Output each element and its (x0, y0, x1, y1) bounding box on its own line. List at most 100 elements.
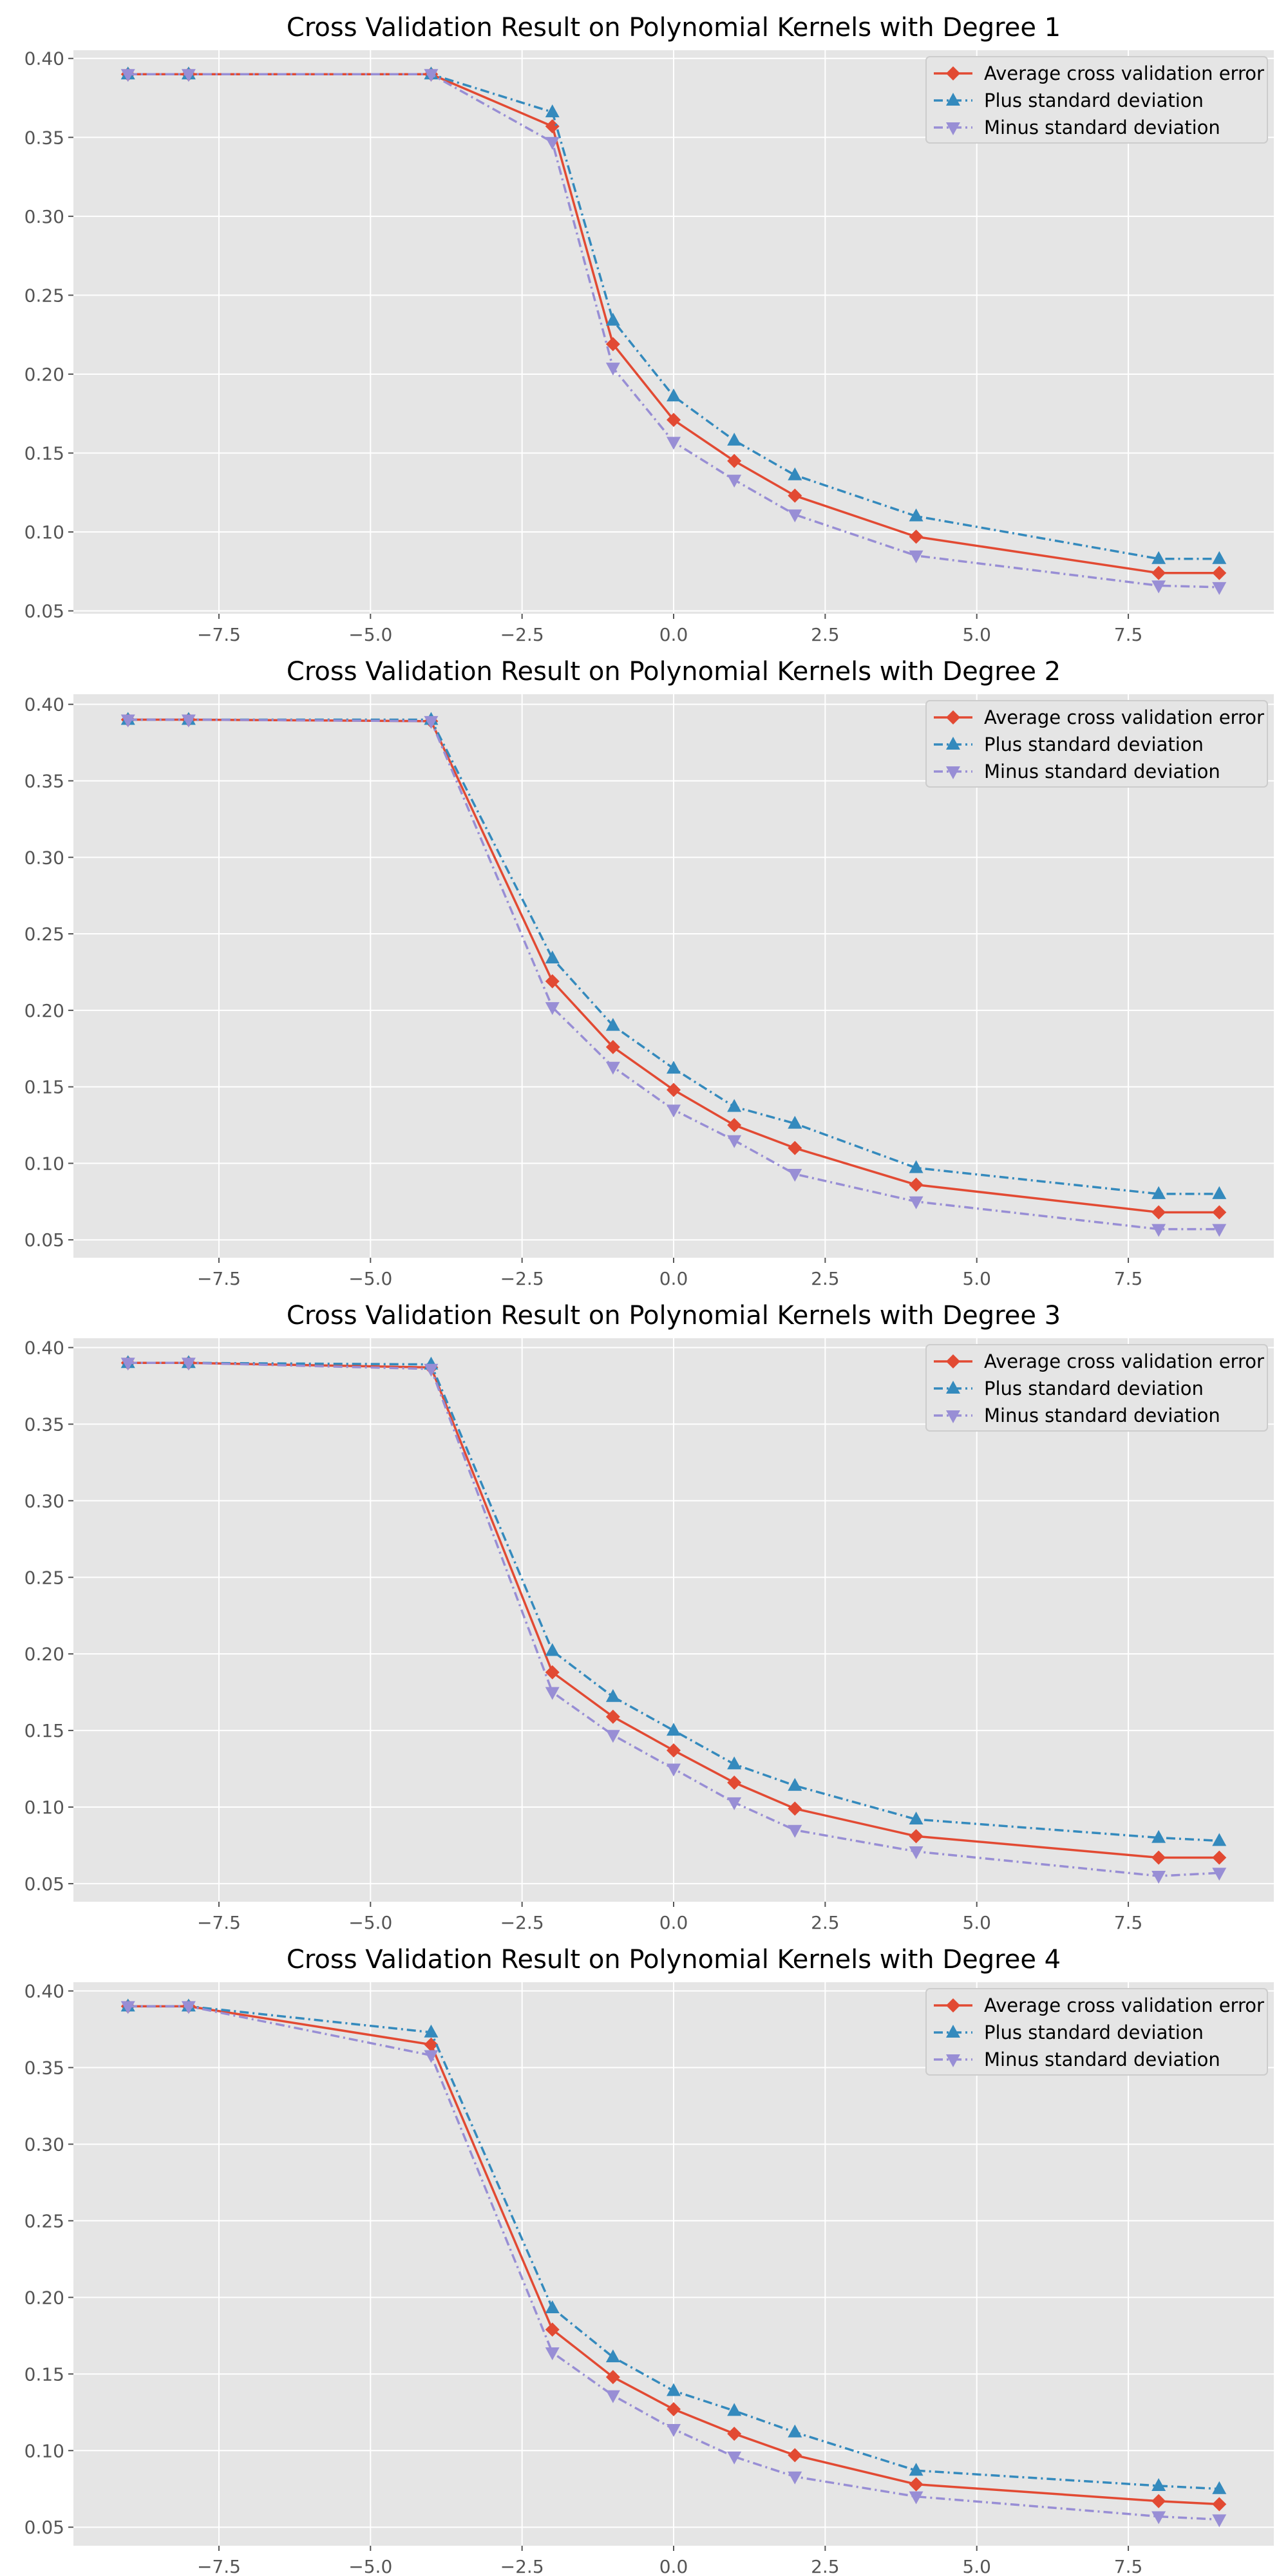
data-point (1212, 582, 1227, 595)
data-point (909, 1177, 923, 1192)
legend-marker (946, 737, 960, 750)
legend: Average cross validation error Plus stand… (925, 1988, 1268, 2076)
x-tick-label: 2.5 (811, 1912, 840, 1933)
x-tick-label: −7.5 (197, 1268, 241, 1289)
data-point (788, 1115, 802, 1129)
data-point (667, 413, 681, 428)
legend-label: Plus standard deviation (984, 2022, 1204, 2043)
y-tick-label: 0.05 (24, 1873, 64, 1895)
y-tick-label: 0.35 (24, 127, 64, 148)
data-point (424, 2037, 439, 2052)
data-point (788, 2448, 802, 2463)
x-tick-label: 7.5 (1114, 624, 1143, 645)
data-point (181, 1358, 196, 1371)
legend-marker (946, 766, 960, 779)
x-tick-label: −5.0 (348, 1268, 392, 1289)
data-point (1151, 2511, 1166, 2524)
data-point (727, 432, 742, 446)
data-point (909, 2491, 923, 2505)
x-tick-label: 0.0 (659, 1912, 688, 1933)
legend-box (925, 56, 1268, 144)
data-point (1151, 1186, 1166, 1199)
data-point (1212, 1833, 1227, 1846)
data-point (1151, 1850, 1166, 1865)
data-point (545, 2300, 560, 2314)
data-point (1212, 1205, 1227, 1220)
data-point (120, 69, 135, 82)
data-point (788, 2471, 802, 2485)
data-point (1151, 1830, 1166, 1843)
y-tick-label: 0.05 (24, 601, 64, 622)
data-point (424, 2050, 439, 2063)
data-point (545, 137, 560, 150)
data-point (909, 2463, 923, 2476)
data-point (120, 1358, 135, 1371)
data-point (424, 1363, 439, 1377)
data-point (788, 1824, 802, 1838)
y-tick-label: 0.15 (24, 2363, 64, 2385)
data-point (727, 2451, 742, 2465)
data-point (605, 2370, 620, 2385)
x-tick-label: −7.5 (197, 2556, 241, 2576)
data-point (1151, 2494, 1166, 2508)
y-tick-label: 0.35 (24, 770, 64, 791)
data-point (909, 2477, 923, 2492)
data-point (909, 1160, 923, 1173)
data-point (605, 1039, 620, 1054)
data-point (1151, 1871, 1166, 1884)
y-tick-label: 0.40 (24, 1981, 64, 2002)
legend-label: Minus standard deviation (984, 2049, 1220, 2070)
legend: Average cross validation error Plus stand… (925, 1344, 1268, 1432)
legend: Average cross validation error Plus stand… (925, 700, 1268, 788)
x-tick-label: −7.5 (197, 1912, 241, 1933)
y-tick-label: 0.35 (24, 1414, 64, 1435)
x-tick-label: −2.5 (500, 2556, 544, 2576)
y-tick-label: 0.20 (24, 364, 64, 385)
data-point (605, 2390, 620, 2403)
data-point (909, 1829, 923, 1844)
data-point (605, 2349, 620, 2363)
data-point (120, 2001, 135, 2014)
legend-marker (946, 1998, 960, 2012)
data-point (667, 1743, 681, 1758)
legend-marker (946, 1410, 960, 1423)
data-point (727, 2403, 742, 2416)
x-tick-label: 0.0 (659, 1268, 688, 1289)
data-point (667, 1763, 681, 1777)
y-tick-label: 0.35 (24, 2058, 64, 2079)
x-tick-label: 0.0 (659, 2556, 688, 2576)
y-tick-label: 0.40 (24, 1338, 64, 1359)
data-point (120, 714, 135, 728)
y-tick-label: 0.20 (24, 1000, 64, 1021)
legend-label: Minus standard deviation (984, 117, 1220, 138)
x-tick-label: 5.0 (962, 1268, 991, 1289)
data-point (667, 1104, 681, 1118)
x-tick-label: −5.0 (348, 624, 392, 645)
data-point (909, 1846, 923, 1859)
legend-box (925, 1988, 1268, 2076)
y-tick-label: 0.10 (24, 1797, 64, 1818)
y-tick-label: 0.15 (24, 442, 64, 464)
chart-2: Cross Validation Result on Polynomial Ke… (24, 657, 1274, 1289)
x-tick-label: 5.0 (962, 624, 991, 645)
data-point (1212, 1224, 1227, 1237)
chart-1: Cross Validation Result on Polynomial Ke… (24, 13, 1274, 645)
data-point (545, 119, 560, 134)
data-point (788, 467, 802, 480)
data-point (727, 1797, 742, 1810)
data-point (424, 69, 439, 82)
data-point (605, 1709, 620, 1724)
chart-3: Cross Validation Result on Polynomial Ke… (24, 1301, 1274, 1933)
x-tick-label: 7.5 (1114, 1912, 1143, 1933)
x-tick-label: 0.0 (659, 624, 688, 645)
data-point (1212, 1868, 1227, 1881)
data-point (545, 1687, 560, 1700)
data-point (545, 1643, 560, 1656)
x-tick-label: 2.5 (811, 1268, 840, 1289)
data-point (667, 2402, 681, 2417)
y-tick-label: 0.40 (24, 48, 64, 70)
data-point (605, 312, 620, 326)
legend-marker (946, 2025, 960, 2038)
y-tick-label: 0.25 (24, 1567, 64, 1588)
data-point (667, 2423, 681, 2437)
